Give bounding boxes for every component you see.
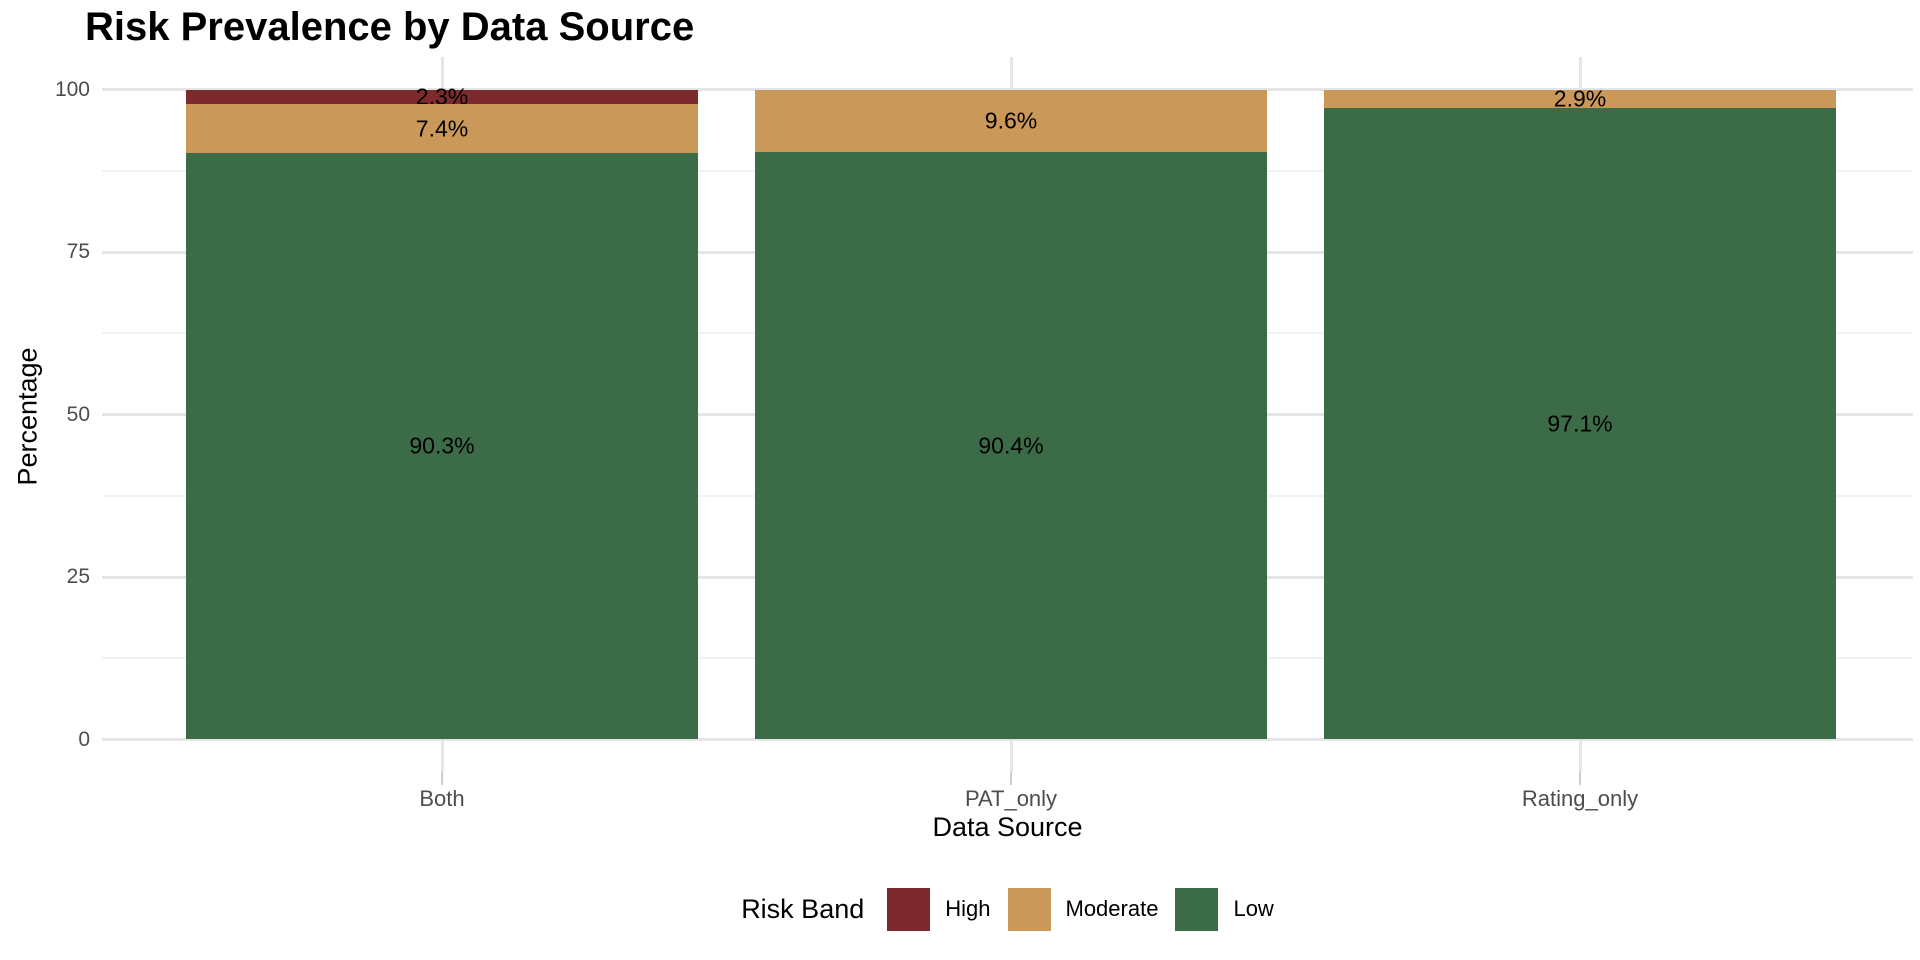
x-axis-tick-mark [441, 772, 443, 785]
x-axis-category-label: PAT_only [964, 786, 1058, 811]
bar-segment-Both-High [186, 89, 698, 105]
gridline-major [102, 738, 1913, 741]
bar-segment-PAT_only-Moderate [755, 89, 1267, 152]
bar-segment-Rating_only-Moderate [1324, 89, 1836, 109]
legend-entry-moderate: Moderate [1007, 887, 1159, 931]
bar-segment-label: 7.4% [415, 115, 469, 141]
bar-segment-Both-Low [186, 152, 698, 740]
legend-entry-high: High [887, 887, 991, 931]
y-axis-tick-label: 50 [66, 402, 90, 426]
x-axis-tick-mark [1010, 772, 1012, 785]
legend-entry-low: Low [1175, 887, 1274, 931]
legend-title: Risk Band [741, 893, 865, 924]
legend-swatch-low [1175, 887, 1219, 931]
y-axis-tick-label: 0 [78, 727, 90, 751]
bar-segment-label: 9.6% [984, 107, 1038, 134]
bar-segment-label: 97.1% [1547, 410, 1613, 437]
legend-swatch-moderate [1007, 887, 1051, 931]
bar-segment-PAT_only-Low [755, 151, 1267, 740]
bar-segment-label: 90.4% [978, 432, 1044, 459]
x-axis-tick-mark [1579, 772, 1581, 785]
bar-segment-label: 2.9% [1553, 85, 1607, 112]
legend-label: Moderate [1065, 896, 1159, 921]
bar-segment-Rating_only-Low [1324, 108, 1836, 740]
y-axis-tick-label: 100 [54, 77, 90, 101]
y-axis-title: Percentage [12, 347, 43, 486]
x-axis-category-label: Both [419, 786, 465, 811]
legend-swatch-high [887, 887, 931, 931]
y-axis-tick-label: 25 [66, 565, 90, 588]
bar-segment-Both-Moderate [186, 104, 698, 153]
bar-segment-label: 90.3% [409, 432, 475, 459]
chart-title: Risk Prevalence by Data Source [85, 5, 695, 49]
legend-label: High [945, 896, 991, 921]
x-axis-title: Data Source [932, 812, 1083, 842]
legend: Risk Band High Moderate Low [102, 884, 1913, 934]
legend-label: Low [1233, 896, 1274, 921]
y-axis-tick-label: 75 [66, 240, 90, 263]
x-axis-category-label: Rating_only [1521, 786, 1639, 811]
